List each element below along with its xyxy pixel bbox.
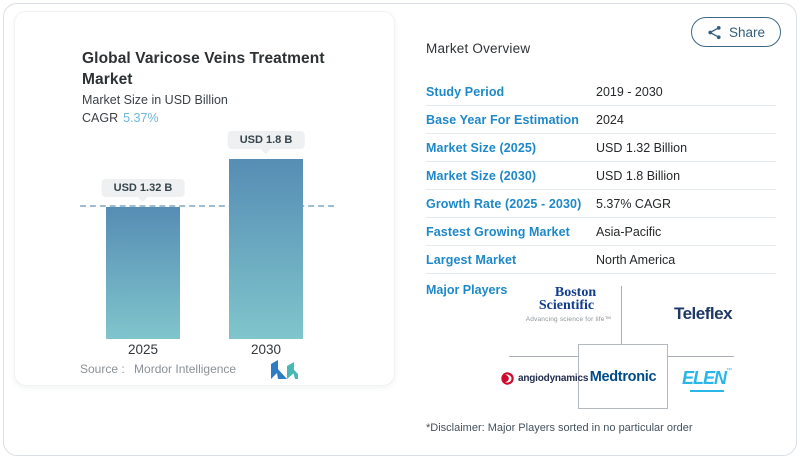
boston-logo-tagline: Advancing science for life™ xyxy=(525,316,612,323)
elen-wordmark: ELEN xyxy=(681,368,727,388)
overview-row-study-period: Study Period 2019 - 2030 xyxy=(426,78,776,106)
chart-title: Global Varicose Veins Treatment Market xyxy=(82,50,325,88)
market-overview-panel: Market Overview Study Period 2019 - 2030… xyxy=(426,41,776,274)
boston-scientific-logo: Boston Scientific Advancing science for … xyxy=(511,285,626,324)
mordor-intelligence-logo-icon xyxy=(271,360,298,384)
row-value: 5.37% CAGR xyxy=(596,196,672,211)
share-button[interactable]: Share xyxy=(690,17,781,47)
baseline-dashed-line xyxy=(80,205,334,207)
x-axis-label-2030: 2030 xyxy=(250,342,282,357)
row-label: Fastest Growing Market xyxy=(426,224,570,239)
row-label: Market Size (2025) xyxy=(426,140,537,155)
chart-subtitle: Market Size in USD Billion xyxy=(82,93,228,107)
share-button-label: Share xyxy=(728,24,765,40)
source-caption: Source : Mordor Intelligence xyxy=(80,362,236,376)
cagr-label: CAGR xyxy=(82,111,119,125)
players-left-divider xyxy=(509,356,578,357)
overview-heading: Market Overview xyxy=(426,41,531,56)
overview-row-base-year: Base Year For Estimation 2024 xyxy=(426,106,776,134)
boston-logo-line2: Scientific xyxy=(538,298,595,313)
players-right-divider xyxy=(666,356,734,357)
row-value: North America xyxy=(596,252,676,267)
bar-value-label-2025: USD 1.32 B xyxy=(101,179,185,197)
row-value: 2019 - 2030 xyxy=(596,84,663,99)
row-label: Base Year For Estimation xyxy=(426,112,579,127)
angiodynamics-icon xyxy=(501,372,514,385)
row-value: 2024 xyxy=(596,112,624,127)
medtronic-logo-box: Medtronic xyxy=(578,344,668,409)
row-label: Growth Rate (2025 - 2030) xyxy=(426,196,582,211)
teleflex-logo: Teleflex xyxy=(673,304,733,323)
boston-logo-line1: Boston xyxy=(554,285,597,300)
bar-value-label-2030: USD 1.8 B xyxy=(227,131,305,149)
overview-row-market-size-2025: Market Size (2025) USD 1.32 Billion xyxy=(426,134,776,162)
medtronic-logo: Medtronic xyxy=(589,368,657,385)
bar-2030 xyxy=(229,159,303,339)
row-value: Asia-Pacific xyxy=(596,224,662,239)
source-value: Mordor Intelligence xyxy=(134,362,237,376)
row-label: Largest Market xyxy=(426,252,517,267)
source-label: Source : xyxy=(80,362,125,376)
players-vertical-divider xyxy=(621,286,622,344)
x-axis-label-2025: 2025 xyxy=(127,342,159,357)
overview-row-market-size-2030: Market Size (2030) USD 1.8 Billion xyxy=(426,162,776,190)
elen-logo: ELEN™ xyxy=(678,368,736,392)
angiodynamics-wordmark: angiodynamics xyxy=(518,373,589,384)
row-value: USD 1.32 Billion xyxy=(596,140,688,155)
bar-2025 xyxy=(106,207,180,339)
chart-card: Global Varicose Veins Treatment Market M… xyxy=(14,11,395,386)
elen-trademark: ™ xyxy=(726,368,732,374)
row-label: Market Size (2030) xyxy=(426,168,537,183)
major-players-label: Major Players xyxy=(426,283,508,297)
major-players-section: Major Players Boston Scientific Advancin… xyxy=(426,276,779,416)
overview-row-growth-rate: Growth Rate (2025 - 2030) 5.37% CAGR xyxy=(426,190,776,218)
share-icon xyxy=(707,25,722,40)
bar-chart: USD 1.32 B USD 1.8 B 2025 2030 xyxy=(15,12,394,385)
disclaimer-text: *Disclaimer: Major Players sorted in no … xyxy=(426,422,693,434)
elen-logo-underline xyxy=(690,390,724,392)
page-frame: Global Varicose Veins Treatment Market M… xyxy=(3,3,797,456)
row-label: Study Period xyxy=(426,84,505,99)
overview-row-largest-market: Largest Market North America xyxy=(426,246,776,274)
row-value: USD 1.8 Billion xyxy=(596,168,681,183)
angiodynamics-logo: angiodynamics xyxy=(501,372,591,385)
chart-cagr: CAGR 5.37% xyxy=(82,111,159,125)
cagr-value: 5.37% xyxy=(123,111,159,125)
overview-row-fastest-growing: Fastest Growing Market Asia-Pacific xyxy=(426,218,776,246)
